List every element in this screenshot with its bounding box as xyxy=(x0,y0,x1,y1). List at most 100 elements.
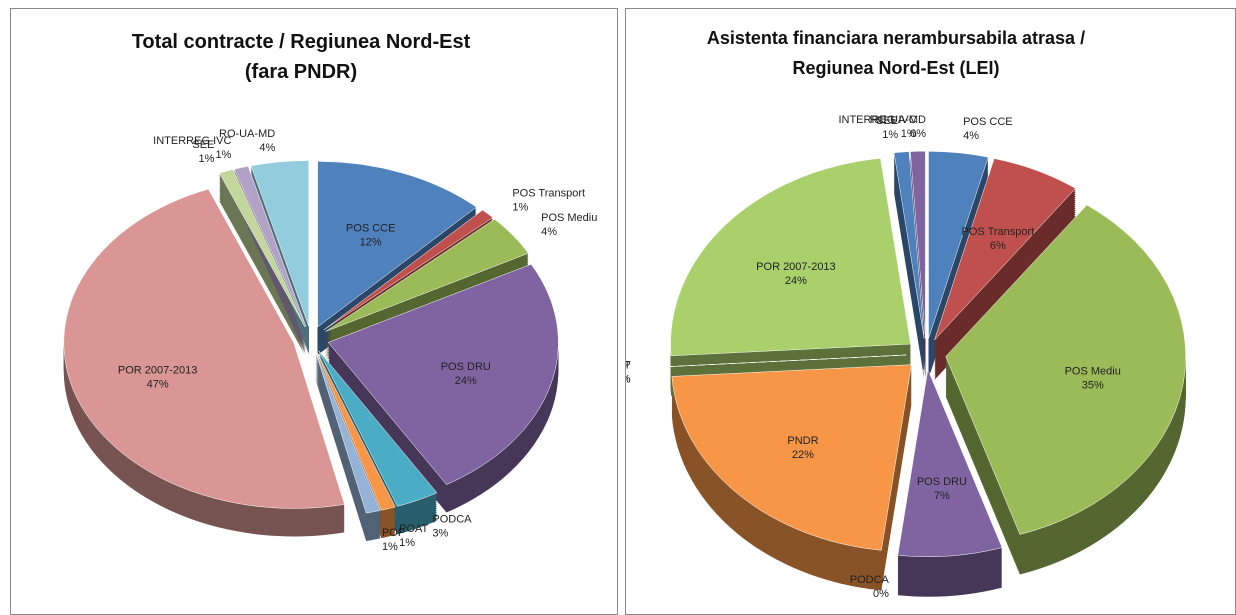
chart-panel: Asistenta financiara nerambursabila atra… xyxy=(625,8,1236,615)
pie-slice xyxy=(670,158,911,357)
category-label: PODCA xyxy=(850,574,890,586)
pie-slice xyxy=(317,161,477,328)
value-label: 3% xyxy=(432,528,448,540)
value-label: 0% xyxy=(626,373,631,385)
category-label: POS CCE xyxy=(963,116,1013,128)
slice-depth xyxy=(894,171,925,359)
value-label: 4% xyxy=(963,130,979,142)
category-label: POS CCE xyxy=(346,223,396,235)
value-label: 1% xyxy=(901,128,917,140)
data-label: POR 2007-2013 24% xyxy=(756,261,836,287)
value-label: 7% xyxy=(934,490,950,502)
category-label: INTERREG IVC xyxy=(838,114,916,126)
category-label: POS Mediu xyxy=(1065,366,1121,378)
pie-slice xyxy=(63,188,345,509)
data-label: POP 1% xyxy=(382,527,405,553)
pie-slice xyxy=(910,150,926,339)
data-label: POS CCE 12% xyxy=(346,223,396,249)
slice-depth xyxy=(894,183,925,371)
category-label: POS Mediu xyxy=(541,212,597,224)
slice-depth xyxy=(894,175,925,363)
category-label: POP xyxy=(626,359,631,371)
slice-depth xyxy=(894,169,925,357)
category-label: SEE xyxy=(192,139,214,151)
value-label: 1% xyxy=(399,537,415,549)
value-label: 1% xyxy=(382,541,398,553)
pie-slice xyxy=(327,263,559,485)
value-label: 1% xyxy=(512,201,528,213)
value-label: 24% xyxy=(455,375,477,387)
category-label: POS DRU xyxy=(441,361,491,373)
data-label: POS Mediu 35% xyxy=(1065,366,1121,392)
chart-title: Total contracte / Regiunea Nord-Est (far… xyxy=(131,31,471,83)
slice-depth xyxy=(894,189,925,377)
pie-chart: POS CCE 12%POS Transport 1%POS Mediu 4%POS … xyxy=(63,128,597,553)
data-label: POR 2007-2013 47% xyxy=(118,364,198,390)
category-label: RO-UA-MD xyxy=(219,128,275,140)
category-label: POS Transport xyxy=(961,226,1034,238)
category-label: POAT xyxy=(399,523,428,535)
data-label: SEE 1% xyxy=(192,139,214,165)
category-label: SEE xyxy=(876,115,898,127)
slice-depth xyxy=(894,167,925,355)
value-label: 0% xyxy=(910,128,926,140)
value-label: 1% xyxy=(198,153,214,165)
data-label: POAT 1% xyxy=(399,523,428,549)
category-label: POS Transport xyxy=(512,187,585,199)
slice-depth xyxy=(894,157,925,345)
slice-depth xyxy=(894,177,925,365)
slice-depth xyxy=(894,173,925,361)
chart-panel: Total contracte / Regiunea Nord-Est (far… xyxy=(10,8,618,615)
pie-slice xyxy=(318,350,438,507)
data-label: POS Transport 6% xyxy=(961,226,1034,252)
data-label: POP 0% xyxy=(626,359,631,385)
pie-slice xyxy=(897,368,1003,557)
category-label: POP xyxy=(382,527,405,539)
pie-slice xyxy=(666,354,907,367)
data-label: PNDR 22% xyxy=(787,435,818,461)
slice-depth xyxy=(894,163,925,351)
data-label: INTERREG IVC 1% xyxy=(153,135,231,161)
data-label: POS Transport 1% xyxy=(512,187,585,213)
chart-title: Asistenta financiara nerambursabila atra… xyxy=(706,28,1086,78)
slice-depth xyxy=(894,179,925,367)
slice-depth xyxy=(894,161,925,349)
pie-chart: POS CCE 4%POS Transport 6%POS Mediu 35%POS … xyxy=(626,114,1186,600)
pie-slice xyxy=(893,151,925,339)
slice-depth xyxy=(894,185,925,373)
pie-slice xyxy=(233,165,307,327)
pie-slice xyxy=(928,151,989,339)
data-label: RO-UA-MD 0% xyxy=(870,114,926,140)
value-label: 22% xyxy=(792,449,814,461)
category-label: POR 2007-2013 xyxy=(756,261,836,273)
category-label: PODCA xyxy=(432,514,472,526)
pie-slice xyxy=(934,158,1076,341)
data-label: RO-UA-MD 4% xyxy=(219,128,275,154)
value-label: 6% xyxy=(990,240,1006,252)
category-label: POR 2007-2013 xyxy=(118,364,198,376)
pie-slice xyxy=(218,169,306,327)
value-label: 4% xyxy=(541,226,557,238)
category-label: RO-UA-MD xyxy=(870,114,926,126)
data-label: POS Mediu 4% xyxy=(541,212,597,238)
value-label: 1% xyxy=(216,149,232,161)
slice-depth xyxy=(894,181,925,369)
pie-slice xyxy=(250,160,309,327)
data-label: POAT 0% xyxy=(626,359,631,385)
data-label: POS CCE 4% xyxy=(963,116,1013,142)
data-label: POS DRU 7% xyxy=(917,476,967,502)
category-label: POAT xyxy=(626,359,631,371)
data-label: POS DRU 24% xyxy=(441,361,491,387)
slice-depth xyxy=(894,191,925,379)
data-label: SEE 1% xyxy=(876,115,898,141)
value-label: 47% xyxy=(147,378,169,390)
value-label: 0% xyxy=(626,373,631,385)
data-label: PODCA 3% xyxy=(432,514,472,540)
pie-slice xyxy=(325,218,529,332)
pie-slice xyxy=(316,351,396,511)
pie-slice xyxy=(315,351,381,514)
category-label: POS DRU xyxy=(917,476,967,488)
category-label: INTERREG IVC xyxy=(153,135,231,147)
pie-slice xyxy=(945,204,1186,535)
data-label: PODCA 0% xyxy=(850,574,890,600)
